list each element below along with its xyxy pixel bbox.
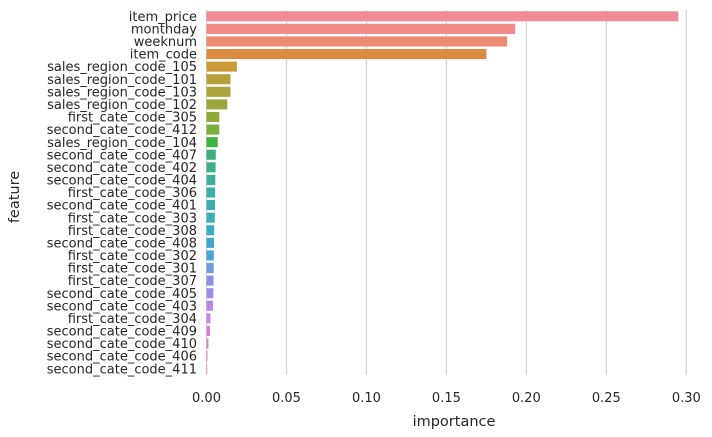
y-axis-title: feature [7,171,23,223]
y-tick-label: first_cate_code_307 [68,274,197,289]
y-tick-label: sales_region_code_102 [47,98,197,113]
y-tick-label: second_cate_code_401 [47,199,197,214]
bar-second-cate-code-412 [206,124,220,135]
bar-sales-region-code-103 [206,86,231,97]
bar-sales-region-code-105 [206,61,237,72]
y-tick-label: weeknum [134,35,197,50]
bar-first-cate-code-303 [206,212,215,223]
y-tick-label: second_cate_code_402 [47,161,197,176]
y-tick-label: second_cate_code_408 [47,236,197,251]
y-tick-label: first_cate_code_304 [68,312,197,327]
bar-second-cate-code-405 [206,288,214,299]
y-tick-label: sales_region_code_101 [47,73,197,88]
y-tick-label: second_cate_code_412 [47,123,197,138]
bars [206,11,679,374]
x-tick-label: 0.30 [672,391,701,406]
y-tick-label: sales_region_code_103 [47,85,197,100]
bar-second-cate-code-401 [206,200,215,211]
bar-monthday [206,23,516,34]
y-tick-label: second_cate_code_411 [47,362,197,377]
x-tick-label: 0.10 [352,391,381,406]
bar-second-cate-code-406 [206,351,208,362]
bar-sales-region-code-104 [206,137,218,148]
x-axis-title: importance [413,414,496,430]
bar-first-cate-code-307 [206,275,214,286]
y-tick-label: first_cate_code_305 [68,111,197,126]
bar-second-cate-code-403 [206,300,213,311]
y-tick-label: second_cate_code_407 [47,148,197,163]
bar-first-cate-code-305 [206,111,220,123]
y-tick-label: monthday [131,22,197,37]
bar-first-cate-code-308 [206,225,215,236]
y-tick-label: sales_region_code_105 [47,60,197,75]
bar-second-cate-code-407 [206,149,216,160]
y-tick-label: second_cate_code_406 [47,350,197,365]
x-tick-label: 0.25 [592,391,621,406]
y-tick-labels: item_pricemonthdayweeknumitem_codesales_… [47,10,198,377]
bar-second-cate-code-409 [206,325,211,336]
y-tick-label: second_cate_code_403 [47,299,197,314]
y-tick-label: item_code [130,48,197,63]
x-tick-labels: 0.00 0.05 0.10 0.15 0.20 0.25 0.30 [192,391,701,406]
x-gridlines [205,10,687,375]
y-tick-label: item_price [129,10,197,25]
x-tick-label: 0.15 [432,391,461,406]
bar-second-cate-code-402 [206,162,216,173]
x-tick-label: 0.20 [512,391,541,406]
bar-second-cate-code-404 [206,174,216,185]
x-tick-label: 0.00 [192,391,221,406]
bar-second-cate-code-410 [206,338,209,349]
y-tick-label: sales_region_code_104 [47,136,197,151]
y-tick-label: first_cate_code_302 [68,249,197,264]
bar-first-cate-code-301 [206,262,214,274]
bar-first-cate-code-304 [206,313,211,324]
bar-item-code [206,49,487,60]
y-tick-label: second_cate_code_409 [47,325,197,340]
bar-second-cate-code-408 [206,237,215,248]
y-tick-label: second_cate_code_404 [47,174,197,189]
x-tick-label: 0.05 [272,391,301,406]
bar-item-price [206,11,679,22]
y-tick-label: second_cate_code_410 [47,337,197,352]
bar-first-cate-code-306 [206,187,216,198]
y-tick-label: first_cate_code_306 [68,186,197,201]
bar-second-cate-code-411 [206,363,208,374]
bar-first-cate-code-302 [206,250,214,261]
bar-weeknum [206,36,508,47]
bar-sales-region-code-102 [206,99,228,110]
bar-sales-region-code-101 [206,74,231,85]
y-tick-label: first_cate_code_308 [68,224,197,239]
y-tick-label: first_cate_code_301 [68,262,197,277]
y-tick-label: first_cate_code_303 [68,211,197,226]
y-tick-label: second_cate_code_405 [47,287,197,302]
